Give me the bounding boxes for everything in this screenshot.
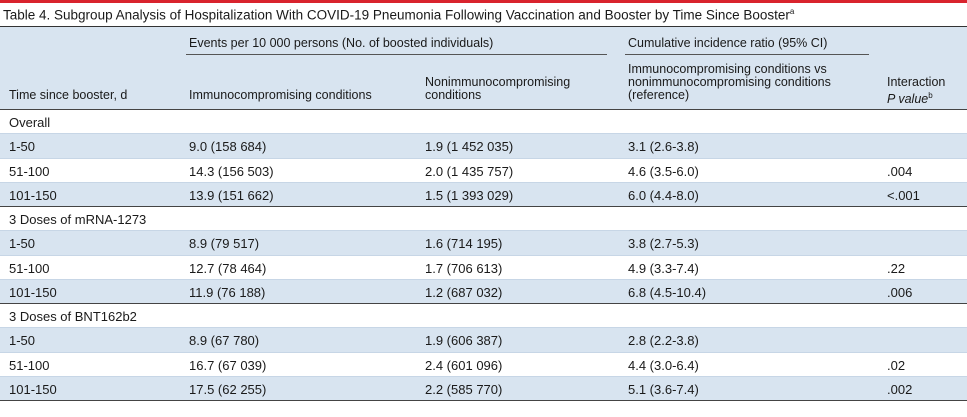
- cell-nonimmuno: 1.2 (687 032): [425, 284, 503, 300]
- cell-ratio: 2.8 (2.2-3.8): [628, 333, 699, 349]
- section-label: 3 Doses of BNT162b2: [9, 309, 137, 324]
- cell-immuno: 12.7 (78 464): [189, 260, 267, 276]
- cell-pvalue: .22: [887, 260, 906, 276]
- table-row: 1-50 8.9 (79 517) 1.6 (714 195) 3.8 (2.7-5.…: [0, 230, 967, 255]
- table-body: Overall 1-50 9.0 (158 684) 1.9 (1 452 035) 3…: [0, 109, 967, 400]
- cell-time: 1-50: [9, 333, 36, 349]
- cell-immuno: 13.9 (151 662): [189, 187, 274, 203]
- cell-pvalue: .004: [887, 163, 913, 179]
- title-accent-bar: [0, 0, 967, 3]
- title-footnote-marker: a: [789, 7, 795, 16]
- cell-nonimmuno: 1.7 (706 613): [425, 260, 503, 276]
- col-pvalue-header-text: P value: [887, 92, 929, 107]
- table-title: Table 4. Subgroup Analysis of Hospitaliz…: [0, 3, 967, 26]
- cell-time: 101-150: [9, 381, 57, 397]
- table-row: 1-50 9.0 (158 684) 1.9 (1 452 035) 3.1 (2.6…: [0, 133, 967, 158]
- cell-time: 1-50: [9, 139, 36, 155]
- table-row: 51-100 12.7 (78 464) 1.7 (706 613) 4.9 (3.3…: [0, 254, 967, 279]
- cell-nonimmuno: 2.4 (601 096): [425, 357, 503, 373]
- table-row: 101-150 13.9 (151 662) 1.5 (1 393 029) 6.0 …: [0, 181, 967, 206]
- table-title-text: Table 4. Subgroup Analysis of Hospitaliz…: [3, 7, 790, 23]
- col-ratio-header-line3: (reference): [628, 88, 690, 102]
- section-label: 3 Doses of mRNA-1273: [9, 212, 147, 227]
- section-label: Overall: [9, 115, 51, 130]
- section-row: 3 Doses of mRNA-1273: [0, 206, 967, 230]
- table-row: 51-100 14.3 (156 503) 2.0 (1 435 757) 4.6 (…: [0, 157, 967, 182]
- col-ratio-header-line2: nonimmunocompromising conditions: [628, 75, 831, 89]
- cell-nonimmuno: 1.9 (1 452 035): [425, 139, 514, 155]
- section-row: 3 Doses of BNT162b2: [0, 303, 967, 327]
- cell-pvalue: .006: [887, 284, 913, 300]
- events-group-header: Events per 10 000 persons (No. of booste…: [189, 36, 494, 50]
- col-time-header: Time since booster, d: [9, 88, 128, 102]
- col-nonimmuno-header-line1: Nonimmunocompromising: [425, 75, 571, 89]
- cell-immuno: 17.5 (62 255): [189, 381, 267, 397]
- cell-nonimmuno: 2.0 (1 435 757): [425, 163, 514, 179]
- cell-ratio: 4.4 (3.0-6.4): [628, 357, 699, 373]
- cell-pvalue: .002: [887, 381, 913, 397]
- cell-ratio: 6.8 (4.5-10.4): [628, 284, 707, 300]
- cell-ratio: 4.9 (3.3-7.4): [628, 260, 699, 276]
- col-pvalue-header-line2: P valueb: [887, 89, 945, 106]
- cell-immuno: 14.3 (156 503): [189, 163, 274, 179]
- table-header: Events per 10 000 persons (No. of booste…: [0, 27, 967, 109]
- table-row: 101-150 11.9 (76 188) 1.2 (687 032) 6.8 (4.…: [0, 278, 967, 303]
- cell-time: 51-100: [9, 163, 50, 179]
- col-ratio-header: Immunocompromising conditions vs nonimmu…: [628, 63, 831, 102]
- cell-nonimmuno: 2.2 (585 770): [425, 381, 503, 397]
- table-row: 51-100 16.7 (67 039) 2.4 (601 096) 4.4 (3.0…: [0, 351, 967, 376]
- col-pvalue-header: Interaction P valueb: [887, 76, 945, 106]
- cell-ratio: 6.0 (4.4-8.0): [628, 187, 699, 203]
- cell-immuno: 16.7 (67 039): [189, 357, 267, 373]
- cell-ratio: 3.1 (2.6-3.8): [628, 139, 699, 155]
- cell-ratio: 5.1 (3.6-7.4): [628, 381, 699, 397]
- cell-immuno: 9.0 (158 684): [189, 139, 267, 155]
- cell-immuno: 8.9 (67 780): [189, 333, 260, 349]
- cell-ratio: 4.6 (3.5-6.0): [628, 163, 699, 179]
- table-row: 101-150 17.5 (62 255) 2.2 (585 770) 5.1 (3.…: [0, 375, 967, 400]
- table-bottom-rule: [0, 400, 967, 401]
- events-group-rule: [186, 54, 607, 55]
- cell-nonimmuno: 1.6 (714 195): [425, 236, 503, 252]
- section-row: Overall: [0, 109, 967, 133]
- ratio-group-rule: [625, 54, 869, 55]
- cell-ratio: 3.8 (2.7-5.3): [628, 236, 699, 252]
- cell-time: 101-150: [9, 187, 57, 203]
- cell-pvalue: <.001: [887, 187, 920, 203]
- col-pvalue-header-line1: Interaction: [887, 75, 946, 89]
- col-immuno-header: Immunocompromising conditions: [189, 88, 372, 102]
- cell-time: 1-50: [9, 236, 36, 252]
- cell-immuno: 8.9 (79 517): [189, 236, 260, 252]
- cell-time: 51-100: [9, 357, 50, 373]
- cell-pvalue: .02: [887, 357, 906, 373]
- pvalue-footnote-marker: b: [928, 91, 933, 100]
- cell-nonimmuno: 1.9 (606 387): [425, 333, 503, 349]
- title-rule: [0, 26, 967, 27]
- ratio-group-header: Cumulative incidence ratio (95% CI): [628, 36, 828, 50]
- col-nonimmuno-header-line2: conditions: [425, 88, 482, 102]
- cell-immuno: 11.9 (76 188): [189, 284, 266, 300]
- table-row: 1-50 8.9 (67 780) 1.9 (606 387) 2.8 (2.2-3.…: [0, 327, 967, 352]
- cell-time: 51-100: [9, 260, 50, 276]
- col-ratio-header-line1: Immunocompromising conditions vs: [628, 62, 827, 76]
- cell-nonimmuno: 1.5 (1 393 029): [425, 187, 514, 203]
- cell-time: 101-150: [9, 284, 57, 300]
- col-nonimmuno-header: Nonimmunocompromising conditions: [425, 76, 570, 102]
